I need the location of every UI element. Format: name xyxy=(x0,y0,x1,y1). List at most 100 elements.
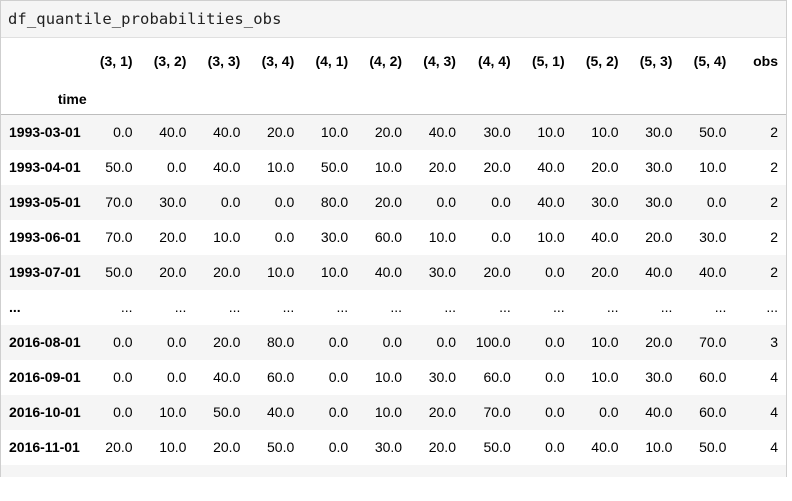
table-cell: 10.0 xyxy=(159,404,187,420)
table-cell: 10.0 xyxy=(213,229,241,245)
table-cell: 10.0 xyxy=(159,439,187,455)
table-cell: ... xyxy=(228,299,241,315)
table-cell: 30.0 xyxy=(645,159,673,175)
table-cell: 0.0 xyxy=(113,404,133,420)
table-cell: 20.0 xyxy=(483,264,511,280)
table-cell: 0.0 xyxy=(328,404,349,420)
table-cell: 0.0 xyxy=(545,334,565,350)
table-cell: 40.0 xyxy=(410,465,464,477)
table-cell: 30.0 xyxy=(320,229,349,245)
column-header: (5, 4) xyxy=(693,52,727,69)
table-cell: 0.0 xyxy=(545,264,565,280)
table-row: 1993-05-01 70.0 30.0 0.0 0.0 80.0 20.0 0.0 0.0 40… xyxy=(1,184,786,220)
table-cell: 30.0 xyxy=(483,124,511,141)
table-cell: 4 xyxy=(734,465,786,477)
table-cell: 2 xyxy=(770,229,778,245)
table-cell: 80.0 xyxy=(320,194,349,210)
table-cell: 0.0 xyxy=(491,229,511,245)
column-header: (5, 3) xyxy=(639,52,673,69)
table-cell: 3 xyxy=(770,334,778,350)
table-cell: ... xyxy=(120,299,133,315)
table-cell: ... xyxy=(282,299,295,315)
table-cell: 70.0 xyxy=(699,334,727,350)
row-index-label: 1993-06-01 xyxy=(9,229,81,245)
table-cell: 0.0 xyxy=(706,194,727,210)
row-index-label: 2016-10-01 xyxy=(9,404,81,420)
table-cell: ... xyxy=(499,299,511,315)
table-cell: 10.0 xyxy=(374,159,403,175)
row-index-label: 1993-05-01 xyxy=(9,194,81,210)
column-header: (3, 1) xyxy=(99,52,133,69)
table-cell: 20.0 xyxy=(159,264,187,280)
table-cell: 20.0 xyxy=(267,124,295,141)
table-cell: 40.0 xyxy=(213,124,241,141)
row-index-label: 1993-04-01 xyxy=(9,159,81,175)
table-cell: 40.0 xyxy=(428,124,456,141)
table-cell: 100.0 xyxy=(475,334,511,350)
table-cell: 40.0 xyxy=(627,465,681,477)
table-cell: 50.0 xyxy=(320,159,349,175)
table-cell: ... xyxy=(444,299,456,315)
table-cell: 60.0 xyxy=(374,229,403,245)
table-cell: 0.0 xyxy=(113,334,133,350)
table-cell: 50.0 xyxy=(105,159,133,175)
table-cell: 0.0 xyxy=(113,369,133,385)
table-cell: 20.0 xyxy=(213,439,241,455)
table-cell: 20.0 xyxy=(374,124,403,141)
column-header: (3, 4) xyxy=(261,52,295,69)
table-cell: 60.0 xyxy=(267,369,295,385)
table-row: 2016-11-01 20.0 10.0 20.0 50.0 0.0 30.0 20.0 50.… xyxy=(1,429,786,465)
table-cell: 10.0 xyxy=(374,404,403,420)
notebook-output-frame: df_quantile_probabilities_obs (3, 1) (3,… xyxy=(0,0,787,477)
table-cell: 60.0 xyxy=(699,369,727,385)
table-cell: 20.0 xyxy=(213,264,241,280)
table-row: 2016-12-010.030.020.050.00.030.040.030.0… xyxy=(1,464,786,477)
table-cell: 50.0 xyxy=(105,264,133,280)
table-cell: 20.0 xyxy=(194,465,248,477)
table-cell: ... xyxy=(606,299,619,315)
dataframe-table: (3, 1) (3, 2) (3, 3) (3, 4) (4, 1) (4, 2… xyxy=(1,38,786,477)
row-index-label: 1993-03-01 xyxy=(9,124,81,141)
table-cell: 40.0 xyxy=(213,369,241,385)
table-cell: 20.0 xyxy=(105,439,133,455)
table-cell: ... xyxy=(766,299,778,315)
table-cell: 0.0 xyxy=(220,194,241,210)
table-cell: 50.0 xyxy=(483,439,511,455)
table-cell: 0.0 xyxy=(274,229,295,245)
table-cell: 40.0 xyxy=(159,124,187,141)
column-header: (4, 3) xyxy=(423,52,456,69)
table-cell: 70.0 xyxy=(483,404,511,420)
table-cell: 20.0 xyxy=(159,229,187,245)
table-row: 2016-10-01 0.0 10.0 50.0 40.0 0.0 10.0 20.0 70.0… xyxy=(1,394,786,430)
table-cell: ... xyxy=(714,299,727,315)
table-cell: ... xyxy=(552,299,565,315)
table-cell: 50.0 xyxy=(699,124,727,141)
table-cell: 10.0 xyxy=(591,369,619,385)
table-cell: 10.0 xyxy=(645,439,673,455)
table-cell: 10.0 xyxy=(537,229,565,245)
table-cell: 10.0 xyxy=(374,369,403,385)
table-cell: 10.0 xyxy=(267,159,295,175)
table-cell: 0.0 xyxy=(328,369,349,385)
table-cell: 0.0 xyxy=(491,194,511,210)
table-cell: 20.0 xyxy=(591,159,619,175)
table-cell: 0.0 xyxy=(436,194,456,210)
column-header: obs xyxy=(753,52,778,69)
index-name: time xyxy=(1,83,87,115)
table-cell: 30.0 xyxy=(141,465,195,477)
table-body: 1993-03-01 0.0 40.0 40.0 20.0 10.0 20.0 40.0 30.… xyxy=(1,114,786,477)
column-header: (5, 1) xyxy=(531,52,565,69)
table-cell: 30.0 xyxy=(159,194,187,210)
table-cell: 0.0 xyxy=(113,124,133,141)
row-index-label: ... xyxy=(9,299,21,315)
table-cell: ... xyxy=(390,299,403,315)
table-cell: 60.0 xyxy=(699,404,727,420)
table-cell: 0.0 xyxy=(545,439,565,455)
table-cell: 30.0 xyxy=(464,465,519,477)
code-cell[interactable]: df_quantile_probabilities_obs xyxy=(1,1,786,38)
table-cell: 0.0 xyxy=(382,334,403,350)
table-row: 1993-07-01 50.0 20.0 20.0 10.0 10.0 40.0 30.0 20… xyxy=(1,254,786,290)
table-cell: 10.0 xyxy=(591,124,619,141)
table-row: 1993-06-01 70.0 20.0 10.0 0.0 30.0 60.0 10.0 0.0… xyxy=(1,219,786,255)
table-cell: 50.0 xyxy=(213,404,241,420)
